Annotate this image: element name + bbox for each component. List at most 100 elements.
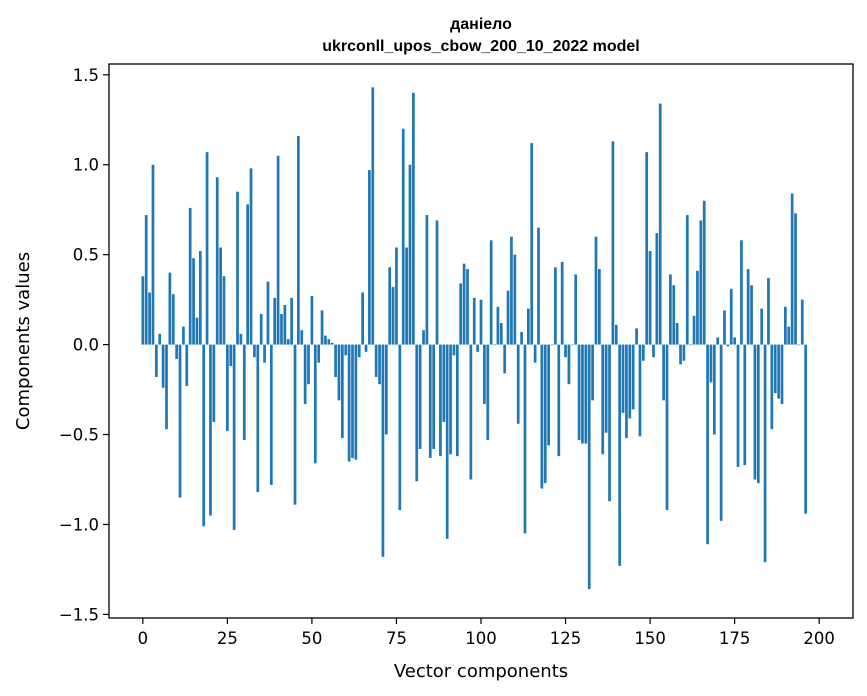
bar-112 — [520, 332, 523, 345]
bar-164 — [696, 270, 699, 345]
bar-100 — [479, 299, 483, 345]
bar-107 — [503, 344, 507, 374]
bar-71 — [381, 344, 385, 557]
bar-92 — [452, 344, 456, 356]
bar-76 — [398, 344, 402, 511]
bar-98 — [472, 297, 476, 345]
bar-60 — [344, 344, 348, 356]
y-tick-label: −0.5 — [59, 426, 99, 445]
y-tick-label: 0.5 — [73, 246, 99, 265]
bar-40 — [276, 155, 280, 345]
bar-173 — [726, 344, 730, 347]
bar-188 — [777, 344, 780, 399]
y-tick-label: 0.0 — [73, 336, 99, 355]
bar-81 — [415, 344, 419, 482]
bar-94 — [459, 283, 463, 345]
bar-142 — [621, 344, 625, 413]
x-tick-label: 175 — [719, 629, 751, 648]
bar-91 — [449, 344, 452, 455]
bar-138 — [608, 344, 611, 502]
bar-144 — [628, 344, 632, 419]
bar-101 — [483, 344, 486, 404]
bar-28 — [236, 191, 239, 345]
bar-196 — [804, 344, 808, 514]
bar-129 — [577, 344, 581, 440]
bar-59 — [340, 344, 344, 439]
bar-126 — [567, 344, 571, 385]
bar-43 — [286, 339, 290, 345]
bar-181 — [753, 344, 757, 480]
bar-114 — [526, 308, 530, 345]
bar-23 — [219, 247, 222, 345]
x-axis-ticks: 0 25 50 75 100 125 150 175 200 — [138, 618, 835, 648]
bar-29 — [239, 333, 243, 345]
bar-44 — [290, 297, 293, 345]
bar-16 — [195, 317, 199, 345]
bar-158 — [675, 323, 679, 345]
bar-185 — [767, 278, 770, 345]
bar-6 — [161, 344, 165, 388]
bar-193 — [794, 213, 797, 345]
y-tick-label: −1.5 — [59, 605, 99, 624]
bar-175 — [733, 337, 736, 345]
bar-189 — [780, 344, 784, 404]
bar-118 — [540, 344, 544, 489]
x-tick-label: 150 — [634, 629, 666, 648]
bar-52 — [317, 344, 321, 363]
bar-156 — [669, 274, 672, 345]
bar-195 — [800, 299, 804, 345]
x-tick-label: 0 — [138, 629, 149, 648]
bar-49 — [307, 344, 310, 385]
bar-1 — [144, 215, 148, 345]
bar-103 — [489, 240, 493, 345]
bar-57 — [334, 344, 337, 377]
bar-15 — [192, 258, 195, 345]
bar-179 — [746, 269, 750, 345]
bar-27 — [232, 344, 236, 530]
bar-10 — [175, 344, 178, 359]
bar-133 — [591, 344, 594, 401]
bar-50 — [310, 296, 314, 345]
bar-127 — [570, 344, 574, 346]
bar-171 — [719, 344, 723, 521]
bar-77 — [401, 128, 405, 345]
bar-177 — [740, 240, 743, 345]
bar-17 — [198, 251, 202, 345]
bar-67 — [368, 170, 371, 345]
bar-39 — [273, 297, 277, 345]
bar-186 — [770, 344, 774, 430]
bar-115 — [530, 143, 534, 345]
bar-165 — [699, 220, 703, 345]
bar-25 — [226, 344, 229, 431]
bar-191 — [787, 326, 791, 345]
bar-121 — [550, 344, 554, 346]
bar-series — [141, 87, 808, 590]
x-tick-label: 100 — [465, 629, 497, 648]
bar-68 — [371, 87, 375, 345]
bar-7 — [165, 344, 168, 430]
bar-131 — [584, 344, 588, 444]
bar-53 — [320, 310, 324, 345]
x-axis-label: Vector components — [394, 661, 568, 682]
bar-174 — [729, 288, 733, 345]
bar-89 — [442, 344, 446, 422]
bar-117 — [537, 227, 540, 345]
bar-62 — [351, 344, 354, 458]
bar-106 — [499, 323, 503, 345]
bar-96 — [466, 269, 469, 345]
bar-87 — [435, 220, 439, 345]
y-tick-label: 1.0 — [73, 156, 99, 175]
bar-119 — [543, 344, 547, 484]
bar-166 — [702, 200, 706, 345]
bar-143 — [625, 344, 628, 439]
x-tick-label: 200 — [803, 629, 835, 648]
bar-80 — [412, 92, 415, 345]
bar-192 — [790, 193, 794, 345]
bar-85 — [428, 344, 432, 458]
bar-72 — [384, 344, 388, 435]
bar-116 — [533, 344, 537, 363]
bar-8 — [168, 272, 172, 345]
bar-35 — [259, 314, 263, 345]
bar-18 — [202, 344, 206, 527]
